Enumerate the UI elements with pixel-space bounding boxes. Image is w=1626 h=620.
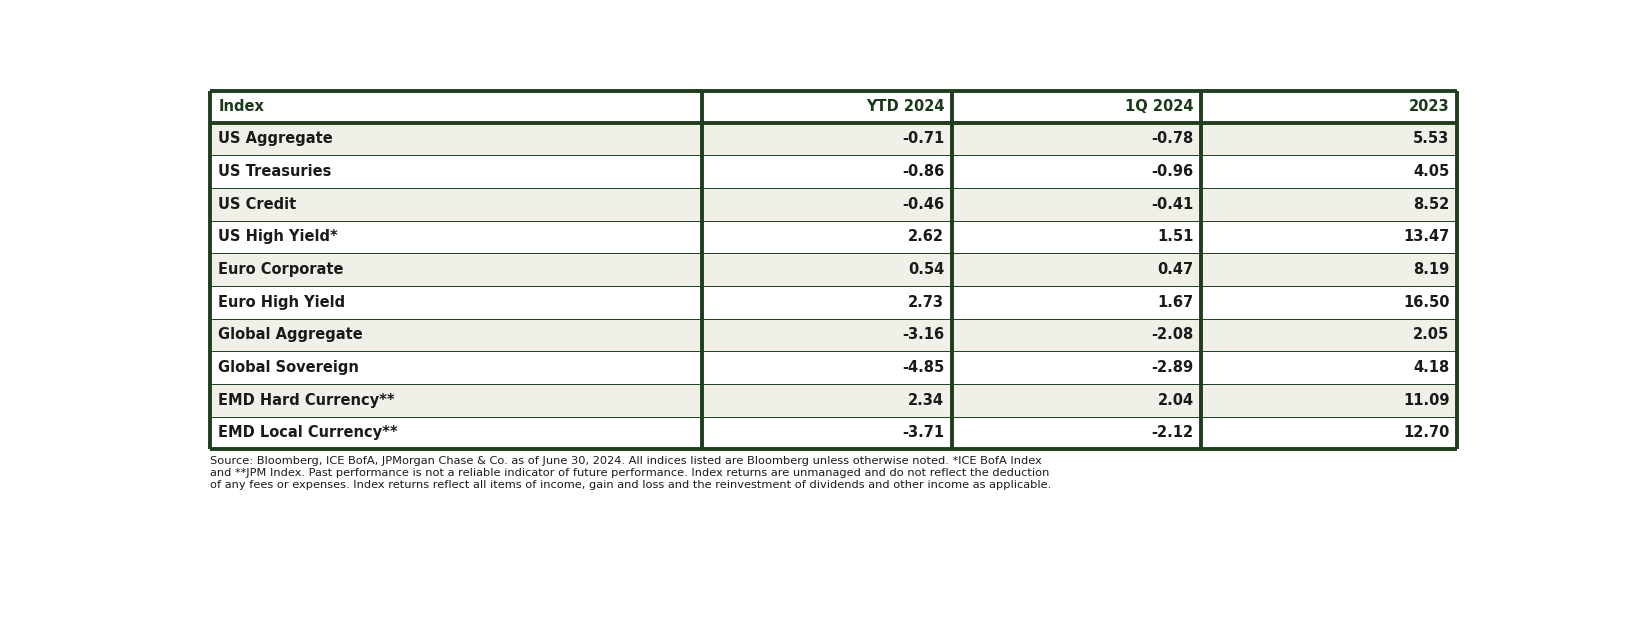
Bar bbox=[210, 384, 702, 417]
Bar bbox=[951, 221, 1202, 253]
Bar bbox=[951, 286, 1202, 319]
Bar bbox=[210, 253, 702, 286]
Text: -0.41: -0.41 bbox=[1151, 197, 1193, 212]
Text: Global Aggregate: Global Aggregate bbox=[218, 327, 363, 342]
Text: -0.71: -0.71 bbox=[902, 131, 945, 146]
Text: Global Sovereign: Global Sovereign bbox=[218, 360, 359, 375]
Bar bbox=[702, 91, 951, 123]
Text: 11.09: 11.09 bbox=[1403, 392, 1449, 408]
Text: Euro High Yield: Euro High Yield bbox=[218, 294, 345, 310]
Text: 5.53: 5.53 bbox=[1413, 131, 1449, 146]
Bar bbox=[702, 123, 951, 155]
Text: -2.08: -2.08 bbox=[1151, 327, 1193, 342]
Text: 2.05: 2.05 bbox=[1413, 327, 1449, 342]
Bar bbox=[1202, 319, 1457, 351]
Bar bbox=[1202, 253, 1457, 286]
Bar bbox=[951, 155, 1202, 188]
Text: -0.96: -0.96 bbox=[1151, 164, 1193, 179]
Bar bbox=[702, 188, 951, 221]
Text: 1.67: 1.67 bbox=[1158, 294, 1193, 310]
Bar bbox=[1202, 123, 1457, 155]
Bar bbox=[702, 417, 951, 449]
Bar bbox=[1202, 91, 1457, 123]
Bar bbox=[951, 188, 1202, 221]
Bar bbox=[210, 188, 702, 221]
Bar bbox=[702, 253, 951, 286]
Text: 4.18: 4.18 bbox=[1413, 360, 1449, 375]
Text: YTD 2024: YTD 2024 bbox=[865, 99, 945, 114]
Bar bbox=[951, 253, 1202, 286]
Text: 0.47: 0.47 bbox=[1158, 262, 1193, 277]
Text: -0.86: -0.86 bbox=[902, 164, 945, 179]
Text: US Aggregate: US Aggregate bbox=[218, 131, 333, 146]
Bar bbox=[210, 286, 702, 319]
Text: EMD Local Currency**: EMD Local Currency** bbox=[218, 425, 398, 440]
Bar bbox=[702, 286, 951, 319]
Text: Euro Corporate: Euro Corporate bbox=[218, 262, 343, 277]
Text: 12.70: 12.70 bbox=[1403, 425, 1449, 440]
Bar bbox=[951, 91, 1202, 123]
Text: -3.71: -3.71 bbox=[902, 425, 945, 440]
Bar bbox=[1202, 286, 1457, 319]
Text: 8.52: 8.52 bbox=[1413, 197, 1449, 212]
Text: 13.47: 13.47 bbox=[1403, 229, 1449, 244]
Bar bbox=[702, 384, 951, 417]
Bar bbox=[210, 417, 702, 449]
Bar bbox=[1202, 351, 1457, 384]
Text: 8.19: 8.19 bbox=[1413, 262, 1449, 277]
Text: -0.46: -0.46 bbox=[902, 197, 945, 212]
Bar bbox=[210, 221, 702, 253]
Bar bbox=[210, 123, 702, 155]
Bar bbox=[702, 319, 951, 351]
Text: 2023: 2023 bbox=[1408, 99, 1449, 114]
Bar bbox=[210, 351, 702, 384]
Text: 16.50: 16.50 bbox=[1403, 294, 1449, 310]
Bar bbox=[1202, 155, 1457, 188]
Text: 2.73: 2.73 bbox=[909, 294, 945, 310]
Bar bbox=[702, 155, 951, 188]
Text: Index: Index bbox=[218, 99, 265, 114]
Text: 2.62: 2.62 bbox=[909, 229, 945, 244]
Bar bbox=[951, 123, 1202, 155]
Text: -2.89: -2.89 bbox=[1151, 360, 1193, 375]
Bar bbox=[210, 91, 702, 123]
Bar bbox=[1202, 188, 1457, 221]
Bar bbox=[951, 417, 1202, 449]
Bar bbox=[702, 221, 951, 253]
Bar bbox=[1202, 417, 1457, 449]
Text: EMD Hard Currency**: EMD Hard Currency** bbox=[218, 392, 395, 408]
Bar bbox=[1202, 384, 1457, 417]
Text: -3.16: -3.16 bbox=[902, 327, 945, 342]
Text: Source: Bloomberg, ICE BofA, JPMorgan Chase & Co. as of June 30, 2024. All indic: Source: Bloomberg, ICE BofA, JPMorgan Ch… bbox=[210, 456, 1050, 490]
Bar bbox=[210, 319, 702, 351]
Text: 2.34: 2.34 bbox=[909, 392, 945, 408]
Text: -2.12: -2.12 bbox=[1151, 425, 1193, 440]
Text: 4.05: 4.05 bbox=[1413, 164, 1449, 179]
Bar bbox=[702, 351, 951, 384]
Bar bbox=[951, 351, 1202, 384]
Bar bbox=[951, 384, 1202, 417]
Text: -4.85: -4.85 bbox=[902, 360, 945, 375]
Text: 1.51: 1.51 bbox=[1158, 229, 1193, 244]
Text: -0.78: -0.78 bbox=[1151, 131, 1193, 146]
Text: US Treasuries: US Treasuries bbox=[218, 164, 332, 179]
Bar bbox=[210, 155, 702, 188]
Text: 1Q 2024: 1Q 2024 bbox=[1125, 99, 1193, 114]
Text: US Credit: US Credit bbox=[218, 197, 296, 212]
Text: 0.54: 0.54 bbox=[907, 262, 945, 277]
Text: US High Yield*: US High Yield* bbox=[218, 229, 338, 244]
Bar bbox=[951, 319, 1202, 351]
Bar bbox=[1202, 221, 1457, 253]
Text: 2.04: 2.04 bbox=[1158, 392, 1193, 408]
